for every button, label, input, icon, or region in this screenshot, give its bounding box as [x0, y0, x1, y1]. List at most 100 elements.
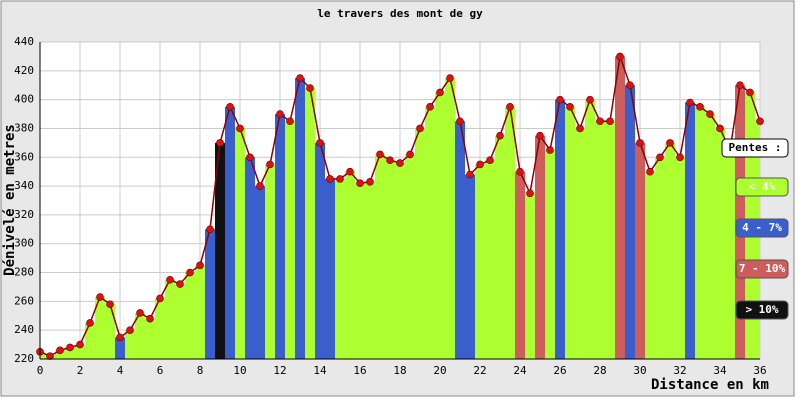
point [76, 340, 84, 349]
bar [65, 347, 75, 359]
bar [275, 114, 285, 359]
point [286, 117, 294, 126]
bar [175, 284, 185, 359]
bar [185, 272, 195, 359]
bar [205, 229, 215, 359]
bar [705, 114, 715, 359]
x-tick-label: 36 [753, 364, 766, 377]
bar [40, 351, 45, 359]
bar [285, 121, 295, 359]
point [166, 275, 174, 284]
bar [445, 78, 455, 359]
x-tick-label: 20 [433, 364, 446, 377]
legend-swatch [735, 259, 789, 279]
point [346, 167, 354, 176]
bar [305, 88, 315, 359]
x-tick-label: 26 [553, 364, 566, 377]
x-tick-label: 28 [593, 364, 606, 377]
point [426, 103, 434, 111]
x-tick-label: 24 [513, 364, 527, 377]
bar [85, 322, 95, 359]
point [736, 81, 744, 90]
point [316, 139, 324, 147]
point [256, 182, 264, 190]
y-tick-label: 340 [14, 179, 34, 192]
bar [265, 164, 275, 359]
point [196, 261, 204, 270]
legend-label: < 4% [749, 180, 776, 193]
bar [625, 85, 635, 360]
bar [195, 265, 205, 359]
bar [405, 154, 415, 359]
point [156, 294, 164, 303]
bar [685, 102, 695, 359]
point [96, 293, 104, 301]
point [336, 175, 344, 183]
point [106, 300, 114, 309]
bar [605, 121, 615, 359]
bar [595, 121, 605, 359]
point [656, 153, 664, 162]
x-tick-label: 10 [233, 364, 246, 377]
y-tick-label: 380 [14, 121, 34, 134]
bar [125, 330, 135, 359]
bar [635, 142, 645, 359]
point [606, 117, 614, 126]
point [566, 103, 574, 111]
bar [245, 157, 255, 359]
point [56, 346, 64, 355]
x-tick-label: 0 [37, 364, 44, 377]
point [536, 131, 544, 140]
y-tick-label: 320 [14, 208, 34, 221]
point [416, 124, 424, 133]
bar [365, 181, 375, 359]
bar [165, 279, 175, 359]
point [646, 167, 654, 176]
y-tick-label: 360 [14, 150, 34, 163]
legend-label: > 10% [745, 303, 778, 316]
bar [155, 298, 165, 359]
bar [715, 128, 725, 359]
point [406, 150, 414, 159]
bar [515, 171, 525, 359]
bar [435, 92, 445, 359]
x-tick-label: 14 [313, 364, 327, 377]
bar [375, 154, 385, 359]
x-tick-label: 30 [633, 364, 646, 377]
bar [135, 312, 145, 359]
point [666, 139, 674, 147]
point [626, 81, 634, 90]
point [216, 139, 224, 147]
point [436, 88, 444, 97]
bar [395, 163, 405, 359]
x-tick-label: 18 [393, 364, 406, 377]
point [66, 343, 74, 352]
point [146, 314, 154, 323]
legend-swatch [735, 300, 789, 320]
legend-swatch [735, 177, 789, 197]
point [326, 175, 334, 183]
bar [565, 106, 575, 359]
point [466, 170, 474, 179]
x-tick-label: 22 [473, 364, 486, 377]
point [126, 326, 134, 334]
bar [755, 121, 760, 359]
point [186, 268, 194, 277]
point [296, 74, 304, 82]
point [306, 84, 314, 92]
bar [555, 99, 565, 360]
bar [385, 160, 395, 359]
x-tick-label: 6 [157, 364, 164, 377]
point [136, 309, 144, 317]
point [176, 280, 184, 288]
y-tick-label: 300 [14, 237, 34, 250]
legend-swatch [735, 218, 789, 238]
bar [325, 178, 335, 359]
bar [255, 186, 265, 359]
point [596, 117, 604, 126]
point [116, 333, 124, 342]
point [526, 189, 534, 198]
bar [415, 128, 425, 359]
point [556, 95, 564, 104]
